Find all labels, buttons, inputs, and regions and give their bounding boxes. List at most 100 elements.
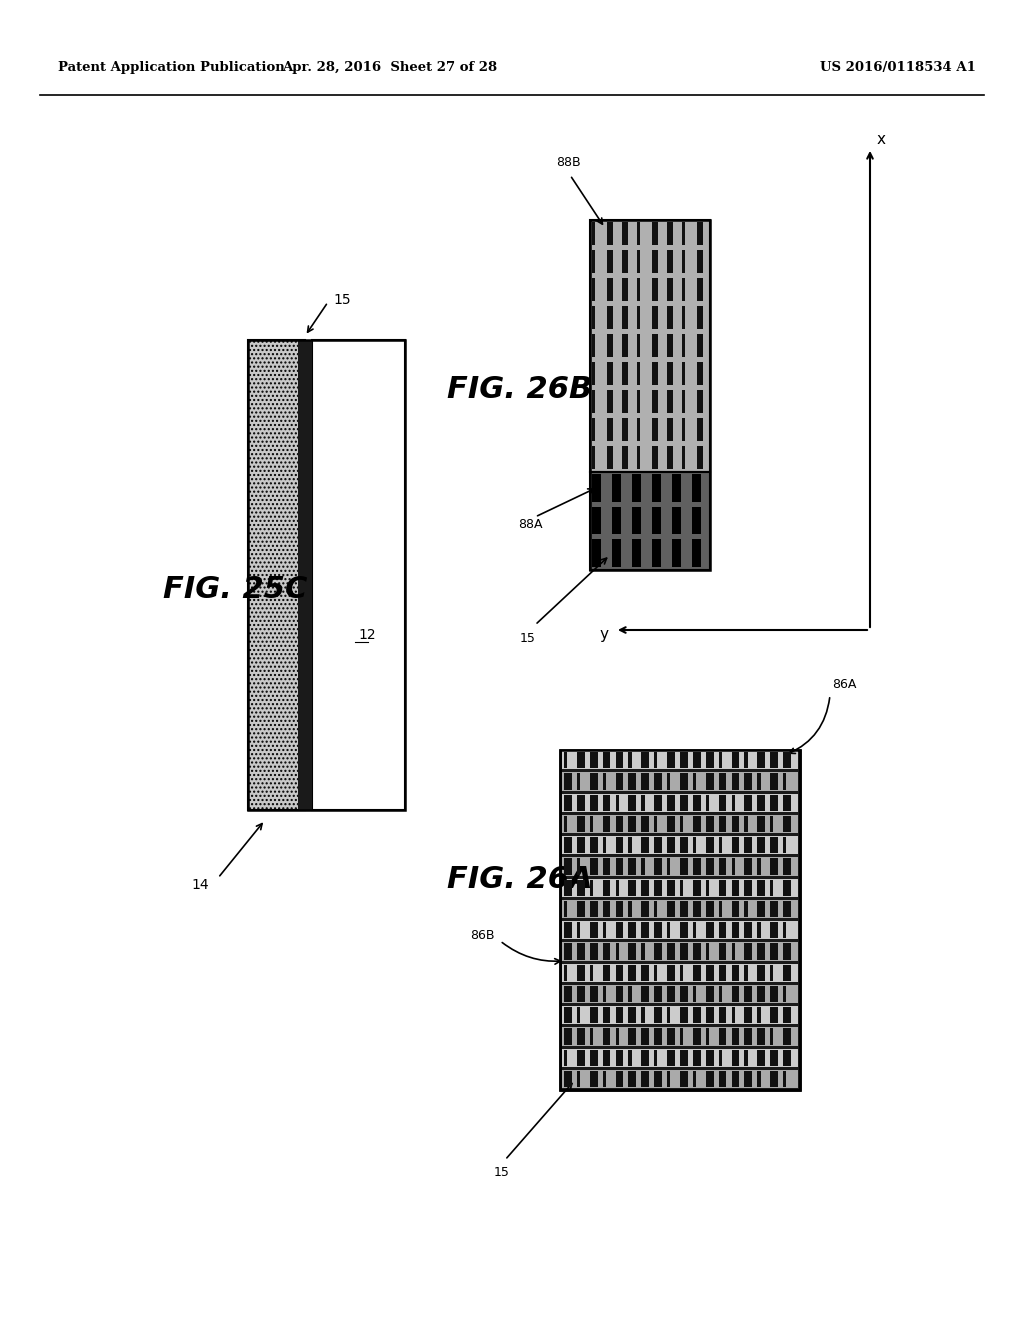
Bar: [562, 751, 798, 770]
Bar: [562, 1006, 798, 1024]
Bar: [693, 816, 700, 832]
Bar: [603, 858, 610, 874]
Bar: [783, 774, 786, 789]
Bar: [758, 774, 761, 789]
Bar: [590, 220, 710, 570]
Bar: [783, 986, 786, 1002]
Bar: [622, 446, 629, 469]
Bar: [603, 965, 610, 981]
Bar: [706, 921, 714, 939]
Bar: [706, 1049, 714, 1065]
Bar: [667, 986, 675, 1002]
Bar: [652, 306, 658, 329]
Bar: [577, 1071, 581, 1086]
Bar: [629, 921, 636, 939]
Bar: [641, 795, 644, 810]
Bar: [770, 1028, 773, 1044]
Bar: [667, 816, 675, 832]
Bar: [652, 446, 658, 469]
Bar: [622, 279, 629, 301]
Bar: [577, 921, 581, 939]
Bar: [654, 795, 662, 810]
Bar: [758, 837, 765, 853]
Bar: [758, 858, 761, 874]
Bar: [693, 774, 696, 789]
Bar: [731, 774, 739, 789]
Bar: [592, 446, 595, 469]
Bar: [770, 837, 778, 853]
Bar: [719, 1028, 726, 1044]
Bar: [577, 1049, 585, 1065]
Bar: [590, 774, 598, 789]
Bar: [719, 879, 726, 896]
Text: 14: 14: [191, 878, 209, 892]
Bar: [603, 774, 606, 789]
Bar: [641, 944, 644, 960]
Bar: [654, 1028, 662, 1044]
Bar: [592, 362, 595, 385]
Bar: [697, 334, 703, 356]
Bar: [667, 1049, 675, 1065]
Bar: [731, 986, 739, 1002]
Bar: [632, 474, 641, 502]
Text: 86B: 86B: [470, 929, 495, 942]
Bar: [667, 795, 675, 810]
Bar: [680, 858, 688, 874]
Bar: [731, 1071, 739, 1086]
Bar: [562, 1048, 798, 1067]
Bar: [706, 816, 714, 832]
Bar: [693, 858, 700, 874]
Bar: [706, 752, 714, 768]
Bar: [667, 306, 673, 329]
Bar: [577, 900, 585, 917]
Bar: [577, 879, 585, 896]
Bar: [680, 795, 688, 810]
Bar: [641, 921, 649, 939]
Bar: [654, 1007, 662, 1023]
Text: US 2016/0118534 A1: US 2016/0118534 A1: [820, 62, 976, 74]
Bar: [667, 752, 675, 768]
Bar: [603, 1028, 610, 1044]
Bar: [590, 921, 598, 939]
Bar: [590, 1071, 598, 1086]
Bar: [637, 306, 640, 329]
Bar: [744, 752, 748, 768]
Bar: [697, 389, 703, 413]
Text: x: x: [877, 132, 886, 148]
Bar: [693, 752, 700, 768]
Bar: [577, 816, 585, 832]
Bar: [783, 1071, 786, 1086]
Bar: [590, 944, 598, 960]
Bar: [629, 944, 636, 960]
Bar: [667, 1007, 671, 1023]
Bar: [682, 446, 684, 469]
Bar: [590, 752, 598, 768]
Bar: [667, 222, 673, 246]
Bar: [629, 900, 632, 917]
Bar: [744, 1007, 753, 1023]
Bar: [770, 986, 778, 1002]
Bar: [719, 986, 722, 1002]
Bar: [731, 944, 735, 960]
Text: Patent Application Publication: Patent Application Publication: [58, 62, 285, 74]
Bar: [622, 334, 629, 356]
Bar: [719, 900, 722, 917]
Bar: [577, 774, 581, 789]
Bar: [629, 965, 636, 981]
Bar: [615, 795, 618, 810]
Bar: [706, 900, 714, 917]
Bar: [592, 279, 595, 301]
Bar: [667, 837, 675, 853]
Bar: [770, 816, 773, 832]
Bar: [629, 795, 636, 810]
Bar: [615, 752, 624, 768]
Bar: [603, 986, 606, 1002]
Bar: [652, 507, 662, 535]
Bar: [667, 879, 675, 896]
Bar: [641, 1049, 649, 1065]
Bar: [592, 540, 601, 568]
Bar: [758, 944, 765, 960]
Bar: [654, 774, 662, 789]
Bar: [783, 965, 791, 981]
Bar: [744, 858, 753, 874]
